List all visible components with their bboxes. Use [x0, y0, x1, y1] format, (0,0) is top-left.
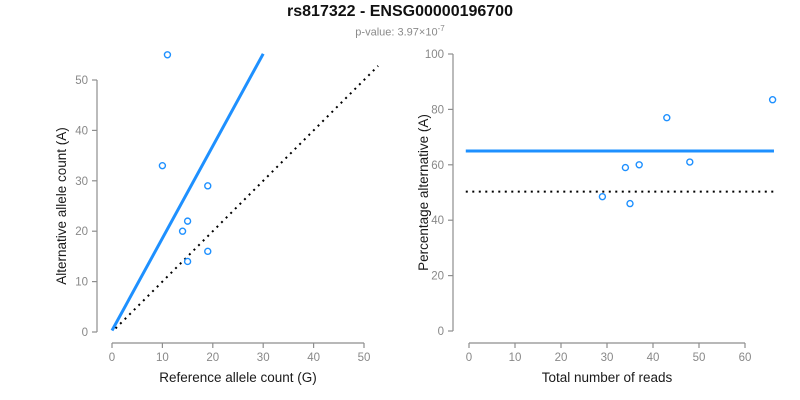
x-axis-title: Total number of reads	[542, 370, 673, 385]
data-point	[663, 114, 671, 122]
left-scatter-plot: 0 10 20 30 40 50 0 10 20 30 40 50 Reference allele c…	[54, 51, 379, 385]
data-point	[183, 257, 192, 266]
data-point	[686, 158, 694, 166]
x-tick-label: 0	[109, 352, 115, 364]
y-tick-label: 40	[75, 125, 88, 137]
data-point	[163, 51, 172, 59]
y-tick-label: 30	[75, 176, 88, 188]
data-point	[158, 161, 167, 170]
y-tick-label: 100	[425, 49, 444, 61]
data-point	[768, 96, 777, 104]
y-tick-label: 10	[75, 277, 88, 289]
x-tick-label: 50	[693, 352, 706, 364]
x-tick-label: 0	[466, 352, 472, 364]
data-point	[183, 217, 192, 225]
fit-line	[110, 53, 265, 332]
y-tick-label: 50	[75, 75, 88, 87]
identity-line	[114, 65, 379, 330]
y-axis-title: Alternative allele count (A)	[54, 127, 69, 285]
y-tick-label: 40	[431, 215, 444, 227]
x-tick-label: 40	[647, 352, 660, 364]
data-point	[621, 163, 630, 172]
figure-subtitle: p-value: 3.97×10-7	[0, 22, 800, 40]
x-tick-label: 30	[601, 352, 614, 364]
x-tick-label: 10	[156, 352, 169, 364]
y-tick-label: 60	[431, 160, 444, 172]
x-axis-title: Reference allele count (G)	[159, 370, 317, 385]
x-tick-label: 40	[307, 352, 320, 364]
data-point	[626, 199, 634, 208]
x-tick-label: 50	[358, 352, 371, 364]
x-tick-label: 20	[206, 352, 219, 364]
x-tick-label: 20	[555, 352, 568, 364]
data-point	[178, 227, 187, 235]
data-point	[204, 247, 212, 256]
pvalue-text: p-value: 3.97×10	[355, 26, 438, 39]
x-tick-label: 60	[739, 352, 752, 364]
figure-title: rs817322 - ENSG00000196700	[287, 3, 513, 20]
x-tick-label: 10	[509, 352, 522, 364]
y-tick-label: 20	[431, 271, 444, 283]
x-tick-label: 30	[257, 352, 270, 364]
figure-header: rs817322 - ENSG00000196700 p-value: 3.97…	[0, 2, 800, 40]
right-scatter-plot: 0 10 20 30 40 50 60 0 20 40 60 80 100 Total number of…	[416, 49, 777, 385]
y-axis-title: Percentage alternative (A)	[416, 114, 431, 271]
pvalue-exponent: -7	[437, 24, 445, 33]
y-tick-label: 0	[438, 326, 444, 338]
y-tick-label: 20	[75, 226, 88, 238]
data-point	[204, 182, 212, 190]
data-point	[598, 192, 607, 201]
data-point	[635, 161, 643, 169]
y-tick-label: 80	[431, 104, 444, 116]
y-tick-label: 0	[82, 327, 88, 339]
